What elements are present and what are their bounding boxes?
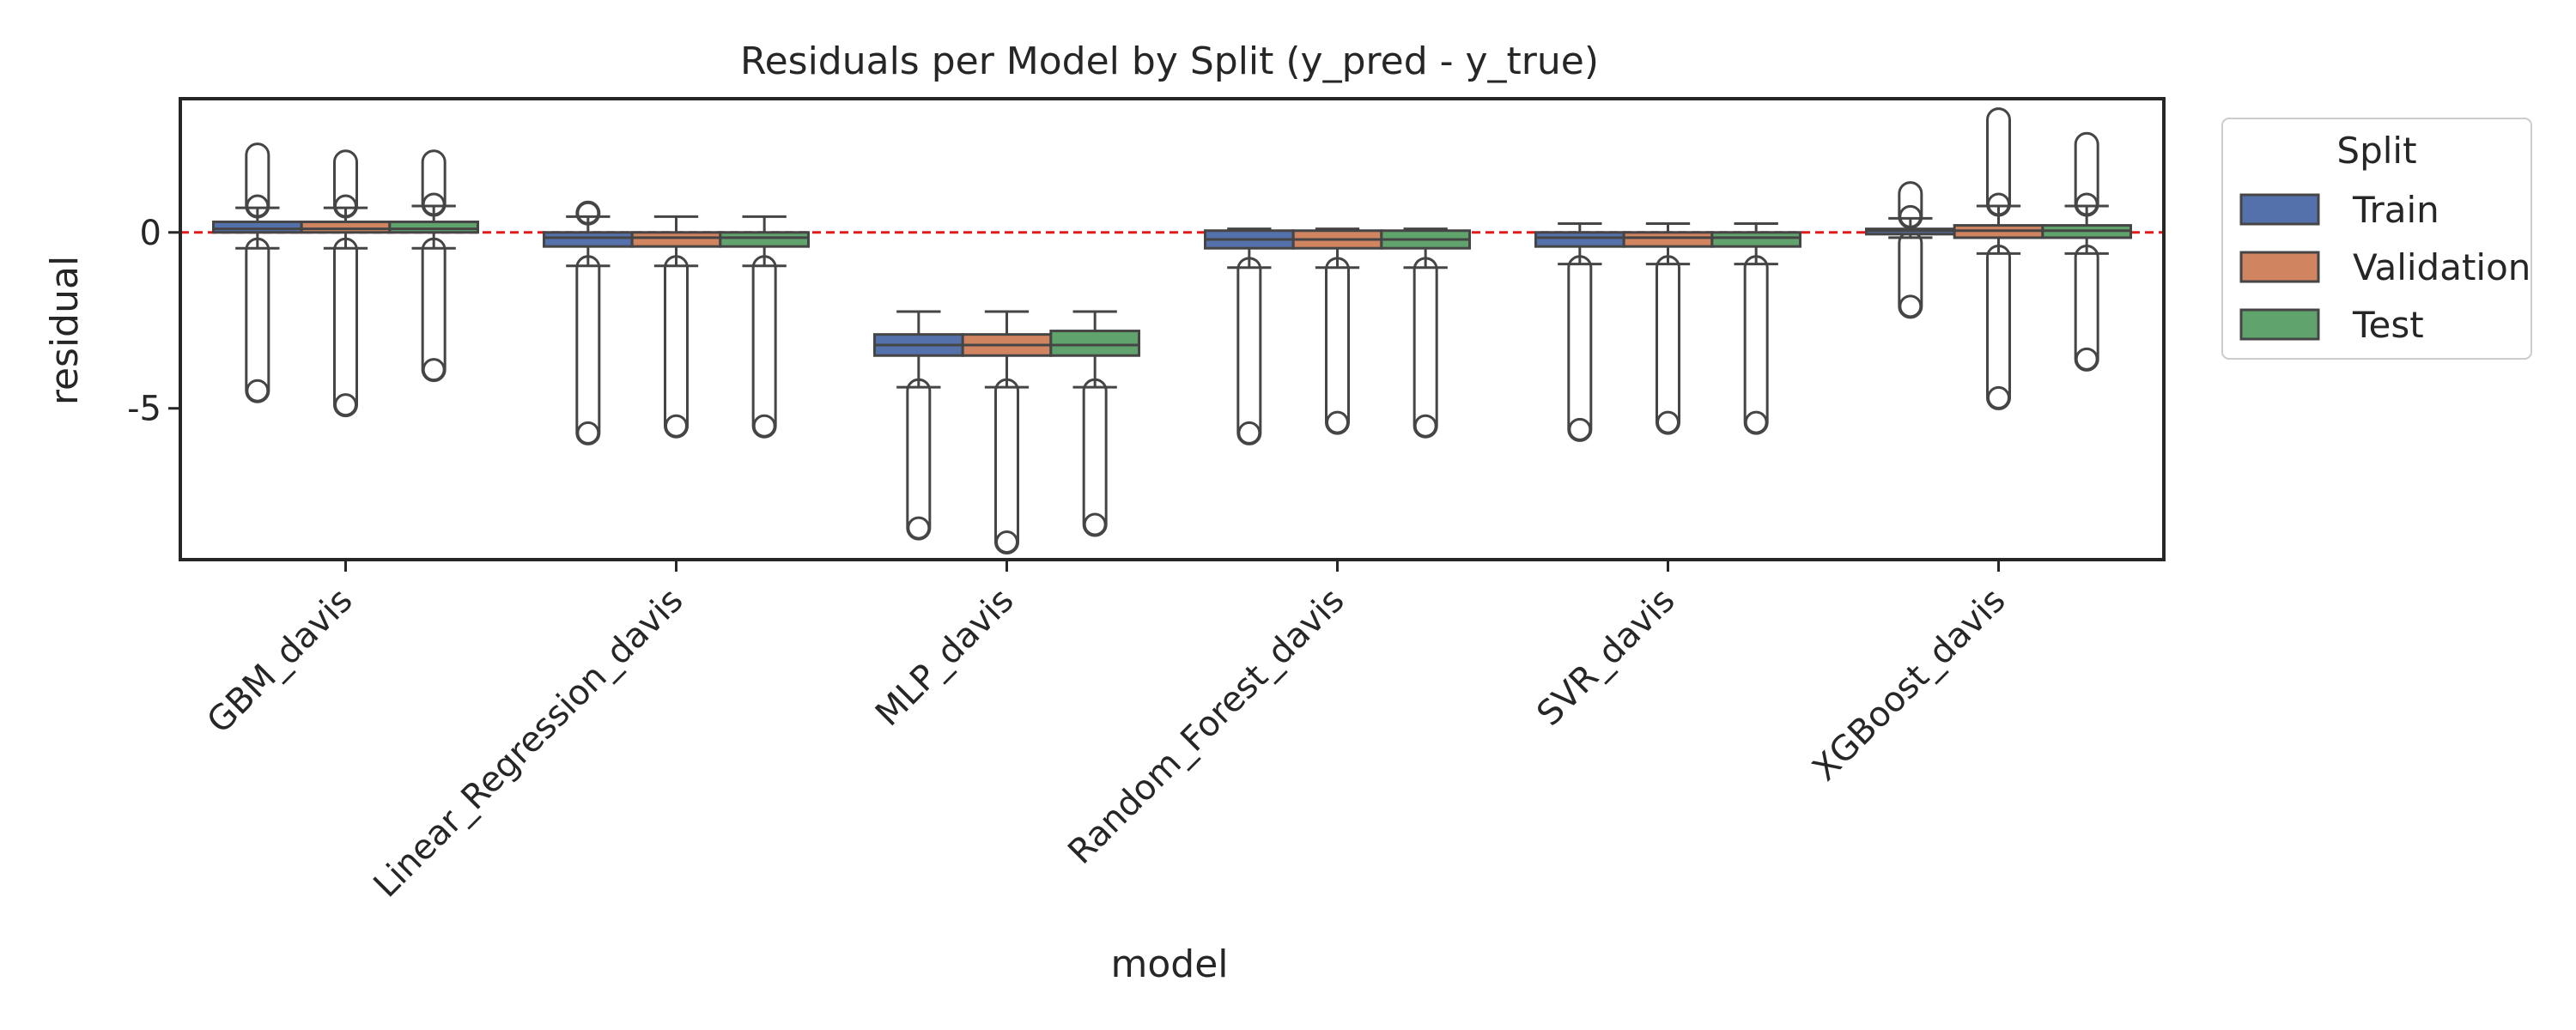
legend-label-validation: Validation [2353,246,2530,288]
x-tick-label: SVR_davis [1529,581,1682,734]
x-axis-label: model [1110,942,1228,986]
box-GBM_davis-Test [388,149,480,383]
legend-title: Split [2336,130,2416,172]
outliers-low-extreme-point [246,379,270,403]
outliers-low [1656,255,1680,435]
y-axis-label: residual [43,256,87,405]
chart-title: Residuals per Model by Split (y_pred - y… [740,39,1599,83]
outliers-low [1325,257,1350,435]
x-tick-label: GBM_davis [200,581,361,742]
outliers-low-extreme-point [1568,417,1592,441]
outliers-low-extreme-point [2075,347,2099,371]
box-iqr [719,231,810,248]
y-tick-label: 0 [140,214,161,253]
outliers-low [1986,244,2011,410]
x-tick-label: MLP_davis [868,581,1022,735]
legend: Split Train Validation Test [2221,118,2532,360]
box-iqr [1710,231,1802,248]
outliers-low [994,378,1019,555]
outliers-low-extreme-point [1899,294,1923,318]
legend-label-test: Test [2352,304,2424,346]
box-SVR_davis-Validation [1622,222,1714,435]
x-tick-label: XGBoost_davis [1805,581,2013,789]
box-Random_Forest_davis-Validation [1291,227,1383,435]
box-Random_Forest_davis-Test [1380,227,1472,439]
box-iqr [630,231,722,248]
outliers-low-extreme-point [1987,385,2010,409]
legend-frame [2221,118,2532,360]
outliers-low [751,255,777,439]
outliers-low-extreme-point [1744,410,1768,434]
box-iqr [1622,231,1714,248]
plot-frame [179,97,2166,561]
outliers-low [1236,257,1262,445]
box-SVR_davis-Test [1710,222,1802,435]
box-Linear_Regression_davis-Train [543,200,634,445]
box-iqr [1049,330,1141,357]
outliers-low [664,255,689,439]
outliers-low-extreme-point [1237,421,1261,445]
box-MLP_davis-Validation [961,310,1053,555]
outliers-low [575,255,601,445]
plot-area: 0 -5 GBM_davis Linear_Regression_davis MLP_d… [127,97,2166,906]
outliers-low [1567,255,1593,442]
outliers-low [1082,378,1108,537]
outliers-low-extreme-point [576,421,600,445]
outliers-low-extreme-point [1656,410,1680,434]
x-tick-label: Random_Forest_davis [1060,581,1352,872]
legend-label-train: Train [2352,189,2439,231]
box-XGBoost_davis-Train [1865,181,1956,319]
legend-swatch-validation [2239,251,2320,283]
outliers-low [245,237,270,403]
outliers-low [1743,255,1769,435]
box-iqr [1534,231,1625,248]
box-GBM_davis-Validation [300,149,392,418]
box-iqr [212,220,303,234]
box-SVR_davis-Train [1534,222,1625,442]
box-Random_Forest_davis-Train [1204,227,1295,445]
box-Linear_Regression_davis-Test [719,215,810,439]
y-tick-label: -5 [127,390,161,429]
box-XGBoost_davis-Test [2041,131,2132,372]
outliers-low [906,378,932,541]
outliers-low-extreme-point [907,516,931,540]
box-iqr [543,231,634,248]
legend-swatch-train [2239,193,2320,226]
box-iqr [388,220,480,234]
outliers-low [333,237,358,418]
box-GBM_davis-Train [212,142,303,403]
outliers-low-extreme-point [1413,414,1437,438]
outliers-low-extreme-point [422,358,446,382]
outliers-low-extreme-point [665,414,688,438]
box-XGBoost_davis-Validation [1953,107,2044,410]
outliers-low-extreme-point [752,414,776,438]
box-iqr [300,220,392,234]
outliers-low-extreme-point [1326,410,1349,434]
box-Linear_Regression_davis-Validation [630,215,722,439]
box-MLP_davis-Test [1049,310,1141,537]
box-MLP_davis-Train [873,310,964,541]
outliers-low-extreme-point [334,393,357,417]
x-tick-label: Linear_Regression_davis [367,581,691,906]
legend-swatch-test [2239,308,2320,341]
outliers-low-extreme-point [1083,512,1107,536]
outliers-low [1413,257,1438,439]
outliers-low-extreme-point [995,530,1018,554]
